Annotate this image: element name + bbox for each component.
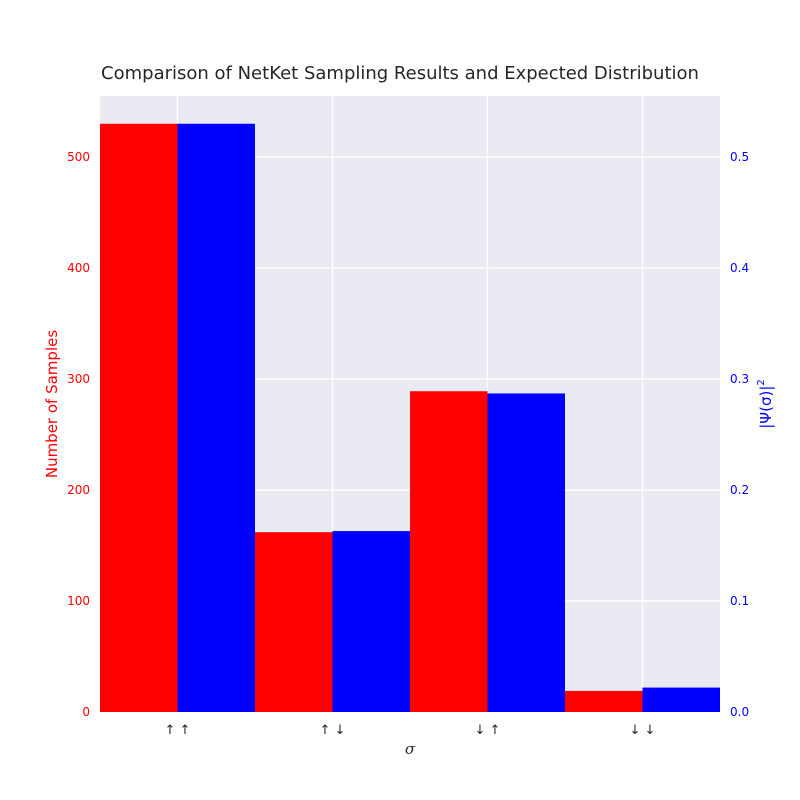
bar-expected	[177, 123, 255, 713]
y-tick-left-label: 100	[67, 594, 90, 608]
right-axis-ticks: 0.0 0.1 0.2 0.3 0.4 0.5	[730, 150, 749, 719]
bar-samples	[410, 391, 488, 712]
bar-samples	[255, 532, 333, 712]
bars	[100, 123, 720, 713]
bar-expected	[332, 531, 410, 712]
y-tick-right-label: 0.5	[730, 150, 749, 164]
y-tick-left-label: 500	[67, 150, 90, 164]
y-tick-right-label: 0.2	[730, 483, 749, 497]
chart-title: Comparison of NetKet Sampling Results an…	[101, 63, 699, 84]
x-axis-label: σ	[405, 740, 416, 758]
y-tick-left-label: 0	[82, 705, 90, 719]
x-axis-ticks: ↑ ↑ ↑ ↓ ↓ ↑ ↓ ↓	[165, 723, 656, 738]
bar-samples	[565, 690, 643, 712]
x-tick-label: ↑ ↓	[320, 723, 346, 738]
bar-samples	[100, 123, 178, 713]
y-tick-right-label: 0.3	[730, 372, 749, 386]
y-axis-left-label: Number of Samples	[43, 330, 61, 478]
y-axis-right-label-sup: 2	[756, 379, 767, 385]
y-tick-left-label: 200	[67, 483, 90, 497]
y-tick-left-label: 400	[67, 261, 90, 275]
bar-expected	[487, 393, 565, 712]
y-tick-right-label: 0.0	[730, 705, 749, 719]
left-axis-ticks: 0 100 200 300 400 500	[67, 150, 90, 719]
y-axis-right-label-main: |Ψ(σ)|	[757, 386, 775, 429]
y-tick-right-label: 0.4	[730, 261, 749, 275]
y-tick-right-label: 0.1	[730, 594, 749, 608]
bar-expected	[642, 687, 720, 712]
x-tick-label: ↓ ↓	[630, 723, 656, 738]
y-axis-right-label: |Ψ(σ)|2	[756, 379, 775, 429]
x-tick-label: ↓ ↑	[475, 723, 501, 738]
y-tick-left-label: 300	[67, 372, 90, 386]
x-tick-label: ↑ ↑	[165, 723, 191, 738]
